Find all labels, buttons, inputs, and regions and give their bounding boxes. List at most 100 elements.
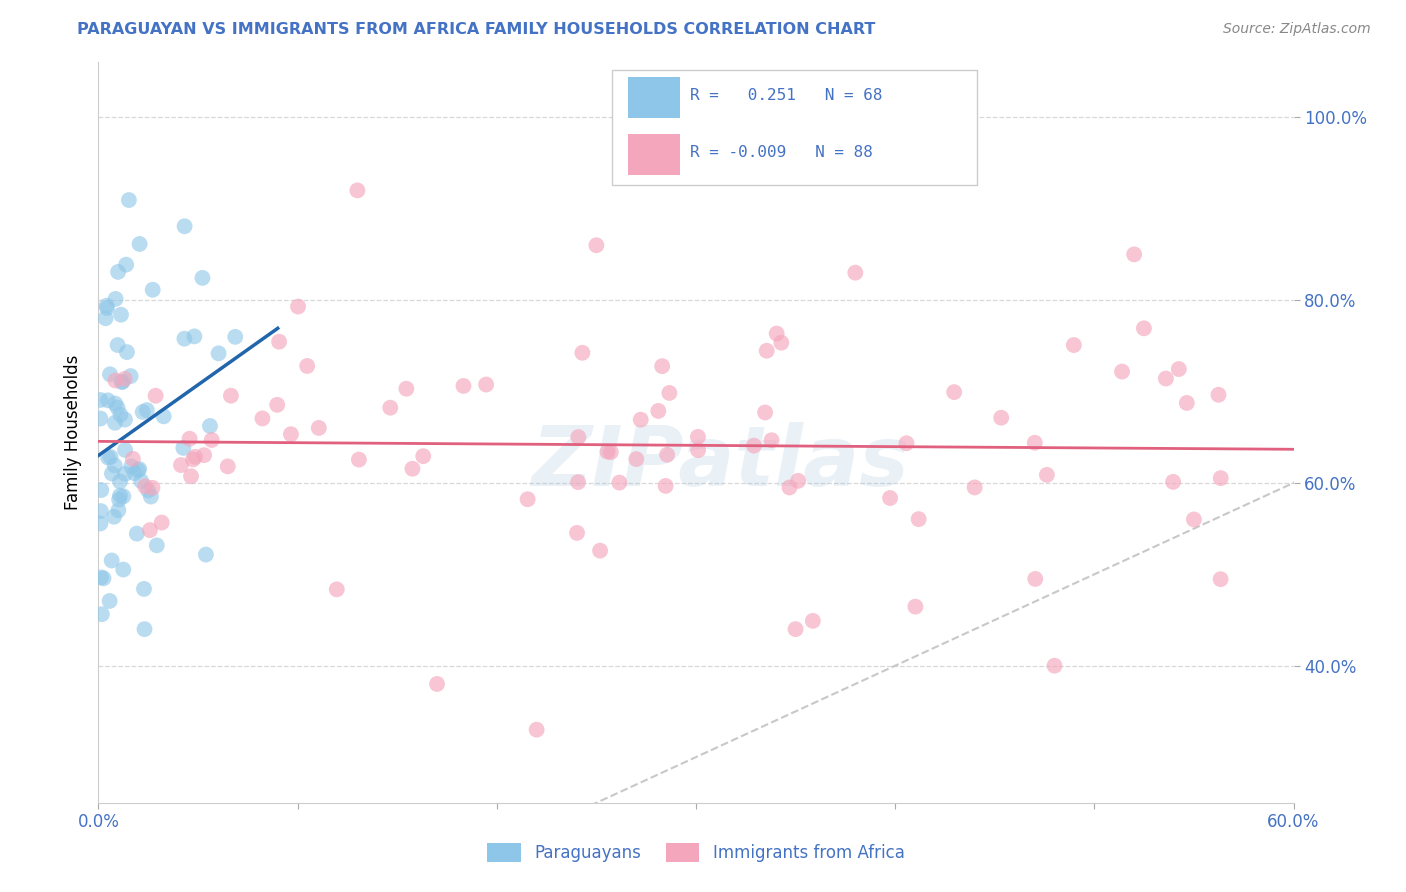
Point (585, 238, 607, 252)
Point (266, 398, 288, 412)
Point (107, 401, 129, 415)
Point (103, 509, 125, 524)
Point (904, 599, 927, 614)
Point (152, 409, 174, 424)
Point (141, 481, 163, 495)
Point (943, 385, 966, 400)
Point (198, 419, 221, 434)
Point (896, 436, 918, 450)
Point (94, 311, 117, 326)
Point (135, 403, 157, 417)
Point (121, 451, 143, 466)
Point (346, 183, 368, 197)
Point (104, 292, 127, 306)
Point (134, 479, 156, 493)
Point (120, 459, 142, 474)
Point (526, 723, 548, 737)
Point (844, 266, 866, 280)
Point (907, 512, 929, 526)
Point (475, 377, 498, 392)
Point (630, 412, 652, 426)
Point (183, 329, 205, 343)
Point (114, 412, 136, 426)
Point (173, 332, 195, 346)
Point (93, 571, 115, 585)
Point (1063, 338, 1085, 352)
Point (89, 411, 111, 425)
Point (142, 283, 165, 297)
Point (96, 301, 118, 315)
Point (90, 504, 112, 518)
Point (565, 525, 588, 540)
Point (146, 538, 169, 552)
Point (655, 448, 678, 462)
Point (120, 369, 142, 384)
Point (224, 330, 246, 344)
FancyBboxPatch shape (613, 70, 977, 185)
Point (150, 516, 173, 530)
Point (104, 416, 127, 430)
Point (96, 299, 118, 313)
Point (90, 570, 112, 584)
Point (107, 503, 129, 517)
Point (108, 475, 131, 489)
Text: PARAGUAYAN VS IMMIGRANTS FROM AFRICA FAMILY HOUSEHOLDS CORRELATION CHART: PARAGUAYAN VS IMMIGRANTS FROM AFRICA FAM… (77, 22, 876, 37)
Point (118, 193, 141, 207)
Point (124, 466, 146, 480)
Text: R = -0.009   N = 88: R = -0.009 N = 88 (690, 145, 873, 161)
Point (90, 483, 112, 497)
Text: ZIPatlas: ZIPatlas (531, 422, 908, 503)
Point (1161, 475, 1184, 489)
Point (104, 374, 127, 388)
Point (191, 271, 214, 285)
Point (742, 439, 765, 453)
Point (98, 594, 121, 608)
Point (104, 458, 127, 473)
Point (567, 430, 589, 444)
Y-axis label: Family Households: Family Households (65, 355, 83, 510)
Point (207, 346, 229, 360)
Point (217, 459, 239, 474)
FancyBboxPatch shape (628, 77, 681, 118)
Point (755, 343, 778, 358)
Point (104, 396, 127, 410)
Point (380, 401, 402, 415)
Point (110, 308, 132, 322)
Point (963, 480, 986, 494)
Point (347, 452, 370, 467)
Point (609, 475, 631, 490)
Point (98, 368, 121, 382)
Point (395, 382, 418, 396)
Point (179, 432, 201, 446)
Point (567, 475, 589, 489)
Point (647, 404, 669, 418)
Point (115, 258, 138, 272)
Point (219, 389, 242, 403)
Point (308, 421, 330, 435)
Point (1209, 471, 1232, 485)
Point (145, 389, 167, 403)
Point (252, 411, 274, 425)
Point (129, 474, 152, 488)
Point (1209, 572, 1232, 586)
Point (990, 410, 1012, 425)
Point (111, 375, 134, 389)
Point (1024, 435, 1046, 450)
Point (1154, 371, 1177, 385)
Point (112, 563, 135, 577)
Point (651, 359, 673, 373)
Point (181, 452, 204, 467)
Point (100, 553, 122, 567)
Point (1043, 658, 1066, 673)
Point (785, 622, 807, 636)
Point (287, 300, 309, 314)
Point (110, 408, 132, 422)
Point (128, 462, 150, 476)
Point (184, 450, 207, 464)
Point (194, 548, 217, 562)
Point (100, 450, 122, 464)
Point (108, 492, 131, 507)
Point (688, 443, 710, 458)
Point (596, 444, 619, 458)
FancyBboxPatch shape (628, 134, 681, 175)
